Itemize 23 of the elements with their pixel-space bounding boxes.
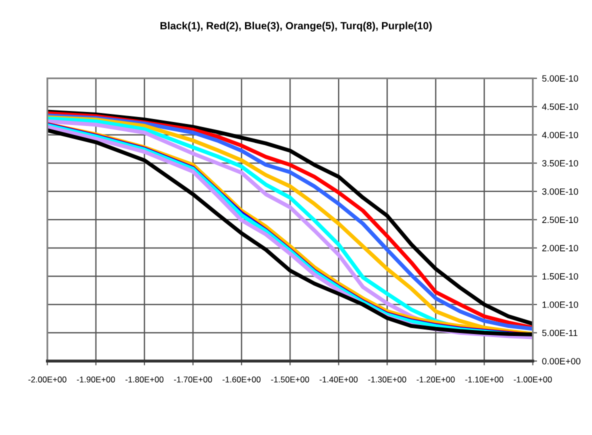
- x-tick-label: -1.50E+00: [271, 376, 310, 382]
- x-tick-label: -1.40E+00: [320, 376, 358, 382]
- x-tick-label: -2.00E+00: [28, 376, 66, 382]
- x-tick-label: -1.10E+00: [465, 376, 504, 382]
- y-tick-label: 1.00E-10: [542, 301, 578, 308]
- y-tick-label: 3.00E-10: [542, 188, 578, 195]
- x-tick-label: -1.90E+00: [76, 376, 115, 382]
- y-tick-label: 0.00E+00: [542, 358, 580, 364]
- y-tick-label: 2.50E-10: [542, 216, 578, 224]
- x-tick-label: -1.00E+00: [514, 376, 552, 382]
- y-tick-label: 4.00E-10: [542, 132, 578, 138]
- x-tick-label: -1.30E+00: [368, 376, 406, 382]
- y-tick-label: 5.00E-11: [542, 330, 578, 336]
- y-tick-label: 3.50E-10: [542, 160, 578, 166]
- y-tick-label: 1.50E-10: [542, 273, 578, 280]
- x-tick-label: -1.20E+00: [416, 376, 455, 382]
- chart-title: Black(1), Red(2), Blue(3), Orange(5), Turq(8), Purple(10): [160, 22, 432, 32]
- y-tick-label: 2.00E-10: [542, 244, 578, 252]
- y-tick-label: 4.50E-10: [542, 104, 578, 110]
- x-tick-label: -1.60E+00: [222, 376, 261, 382]
- y-tick-label: 5.00E-10: [542, 75, 578, 82]
- x-tick-label: -1.70E+00: [174, 376, 212, 382]
- x-tick-label: -1.80E+00: [125, 376, 164, 382]
